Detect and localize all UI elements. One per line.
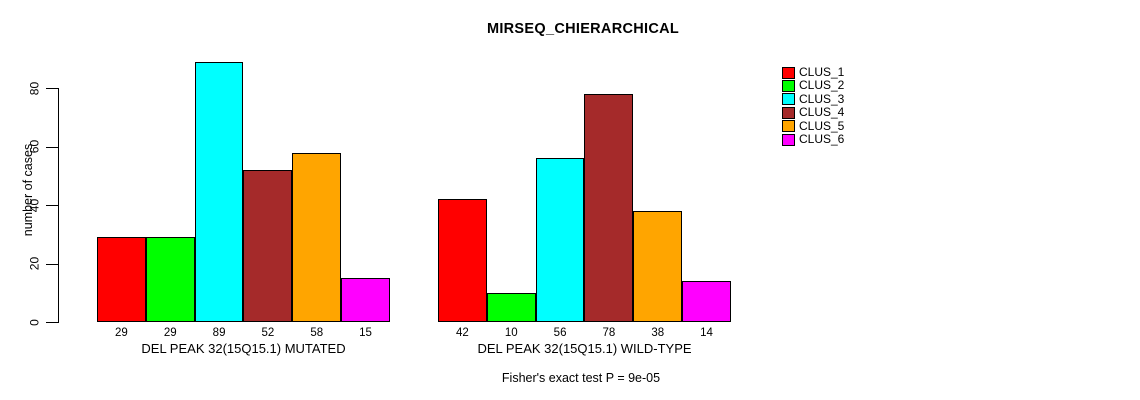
legend-label-clus_5: CLUS_5 [799,118,845,133]
bar-clus_1-group1 [438,199,487,322]
legend-swatch-clus_5 [782,120,795,133]
legend-label-clus_2: CLUS_2 [799,78,845,93]
y-axis-tick [46,263,58,265]
bar-clus_3-group1 [535,158,585,322]
y-axis-tick [46,322,58,323]
bar-value-label: 29 [115,326,128,339]
legend-swatch-clus_2 [782,79,795,92]
y-tick-label: 60 [27,140,42,154]
y-axis-line [58,88,59,323]
bar-value-label: 10 [504,326,518,339]
bar-clus_1-group0 [97,237,146,322]
y-axis-tick [46,146,58,148]
legend-label-clus_6: CLUS_6 [799,132,845,146]
legend-swatch-clus_1 [782,66,795,79]
chart-title: MIRSEQ_CHIERARCHICAL [486,21,680,37]
bar-value-label: 15 [359,326,372,339]
bar-value-label: 58 [310,326,324,339]
bar-clus_3-group0 [194,62,244,322]
y-tick-label: 80 [27,81,42,96]
bar-value-label: 56 [553,326,567,339]
group-label-mutated: DEL PEAK 32(15Q15.1) MUTATED [141,341,346,356]
bar-value-label: 38 [651,326,665,339]
y-tick-label: 40 [27,198,42,212]
bar-clus_6-group1 [682,281,731,322]
bar-clus_2-group0 [145,237,195,322]
legend-swatch-clus_4 [782,106,795,119]
legend-swatch-clus_6 [782,133,795,146]
bar-value-label: 14 [700,326,713,339]
fisher-test-annotation: Fisher's exact test P = 9e-05 [501,371,661,385]
bar-clus_2-group1 [486,292,536,322]
bar-clus_5-group0 [292,152,342,322]
bar-value-label: 29 [163,326,177,339]
y-axis-tick [46,205,58,207]
bar-clus_5-group1 [633,211,683,322]
y-tick-label: 20 [27,256,42,271]
bar-value-label: 42 [456,326,469,339]
bar-clus_4-group0 [243,170,293,322]
bar-value-label: 78 [602,326,616,339]
legend-label-clus_4: CLUS_4 [799,105,845,120]
legend-label-clus_1: CLUS_1 [799,65,845,79]
y-axis-tick [46,88,58,90]
bar-value-label: 52 [261,326,275,339]
y-tick-label: 0 [27,318,42,326]
bar-value-label: 89 [212,326,226,339]
bar-clus_6-group0 [341,278,390,322]
legend-swatch-clus_3 [782,93,795,106]
bar-clus_4-group1 [584,94,634,322]
legend-label-clus_3: CLUS_3 [799,91,845,106]
group-label-wild-type: DEL PEAK 32(15Q15.1) WILD-TYPE [477,341,692,356]
